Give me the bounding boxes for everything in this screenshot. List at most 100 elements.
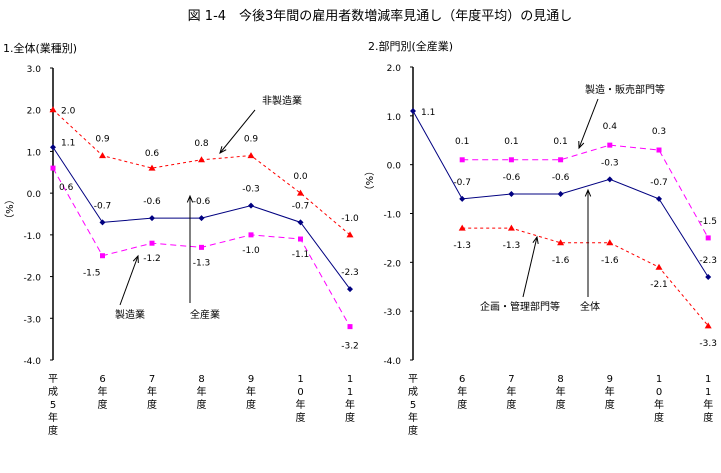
x-tick-label: 5 [410, 400, 416, 411]
x-tick-label: 年 [408, 411, 418, 424]
data-point [247, 152, 255, 159]
x-tick-label: 成 [48, 386, 58, 398]
y-tick-label: -4.0 [23, 357, 41, 367]
x-tick-label: 8 [198, 374, 204, 385]
y-tick-label: 1.0 [387, 113, 402, 123]
data-label: -3.2 [341, 342, 359, 352]
y-tick-label: 0.0 [387, 162, 402, 172]
data-point [508, 157, 514, 163]
data-label: -0.6 [193, 197, 211, 207]
x-tick-label: 1 [297, 374, 303, 385]
x-tick-label: 7 [508, 374, 514, 385]
x-tick-label: 度 [408, 424, 418, 437]
x-tick-label: 年 [703, 398, 713, 411]
data-label: 0.8 [194, 139, 209, 149]
data-point [459, 195, 466, 202]
chart2-title: 2.部門別(全産業) [368, 39, 453, 53]
data-label: 0.6 [59, 183, 74, 193]
data-point [410, 107, 416, 114]
y-tick-label: -3.0 [383, 308, 401, 318]
x-tick-label: 7 [149, 374, 155, 385]
x-tick-label: 1 [656, 374, 662, 385]
x-tick-label: 1 [347, 387, 353, 398]
data-label: -0.7 [650, 178, 668, 188]
series-annotation: 全体 [580, 300, 600, 313]
x-tick-label: 6 [99, 374, 105, 385]
data-point [248, 202, 254, 209]
x-tick-label: 度 [654, 411, 664, 424]
x-tick-label: 度 [98, 398, 108, 411]
x-tick-label: 年 [296, 398, 306, 411]
data-label: 1.1 [61, 138, 75, 148]
x-tick-label: 度 [556, 398, 566, 411]
series-line-企画・管理部門等 [462, 227, 709, 327]
x-tick-label: 年 [147, 385, 157, 398]
y-tick-label: -1.0 [383, 211, 401, 221]
annotation-arrow [119, 255, 139, 306]
data-point [458, 224, 466, 231]
data-point [100, 253, 105, 259]
annotation-arrow [578, 98, 599, 149]
y-axis-label: （%） [4, 194, 16, 224]
x-tick-label: 度 [246, 398, 256, 411]
data-point [248, 232, 254, 238]
data-point [149, 215, 155, 222]
x-tick-label: 平 [48, 374, 58, 385]
data-point [49, 106, 57, 113]
data-label: 0.1 [504, 137, 518, 147]
series-annotation: 企画・管理部門等 [480, 300, 560, 313]
data-point [347, 324, 353, 330]
y-tick-label: -2.0 [383, 259, 401, 269]
data-point [99, 152, 106, 159]
y-axis-label: （%） [364, 166, 376, 196]
data-point [198, 215, 205, 222]
y-tick-label: -3.0 [23, 315, 41, 325]
data-point [297, 219, 304, 226]
data-label: -1.5 [83, 269, 101, 279]
x-tick-label: 度 [703, 411, 713, 424]
data-label: 0.6 [145, 149, 160, 159]
data-label: -2.3 [341, 268, 359, 278]
data-label: -1.6 [601, 256, 619, 266]
data-label: -1.3 [453, 241, 471, 251]
y-tick-label: -4.0 [383, 357, 401, 367]
x-tick-label: 年 [506, 385, 516, 398]
x-tick-label: 年 [98, 385, 108, 398]
series-annotation: 全産業 [190, 308, 220, 321]
x-tick-label: 1 [705, 374, 711, 385]
data-point [704, 322, 712, 329]
data-point [459, 157, 465, 163]
arrowhead-icon [186, 194, 194, 203]
annotation-arrow [522, 236, 538, 298]
arrowhead-icon [219, 146, 227, 154]
y-tick-label: 3.0 [27, 65, 42, 75]
x-tick-label: 9 [248, 374, 254, 385]
data-point [705, 235, 711, 241]
data-point [199, 244, 204, 250]
x-tick-label: 度 [605, 398, 615, 411]
x-tick-label: 年 [556, 385, 566, 398]
x-tick-label: 1 [705, 387, 711, 398]
data-label: 0.1 [553, 137, 567, 147]
data-label: -0.6 [552, 173, 570, 183]
data-label: 0.9 [244, 135, 259, 145]
data-label: 0.4 [603, 122, 618, 132]
chart-1: 3.02.01.00.0-1.0-2.0-3.0-4.0（%）平成5年度6年度7… [4, 65, 359, 437]
x-tick-label: 6 [459, 374, 465, 385]
data-label: -0.3 [601, 158, 619, 168]
data-point [655, 263, 663, 270]
y-tick-label: 2.0 [387, 64, 402, 74]
x-tick-label: 成 [408, 386, 418, 398]
data-point [557, 239, 565, 246]
arrowhead-icon [132, 254, 139, 264]
x-tick-label: 度 [197, 398, 207, 411]
data-point [346, 231, 354, 238]
chart1-title: 1.全体(業種別) [3, 41, 77, 55]
data-point [149, 240, 155, 246]
data-point [50, 144, 56, 151]
x-tick-label: 1 [347, 374, 353, 385]
y-tick-label: 1.0 [27, 148, 42, 158]
data-label: -1.6 [552, 256, 570, 266]
data-point [705, 273, 712, 280]
x-tick-label: 年 [246, 385, 256, 398]
